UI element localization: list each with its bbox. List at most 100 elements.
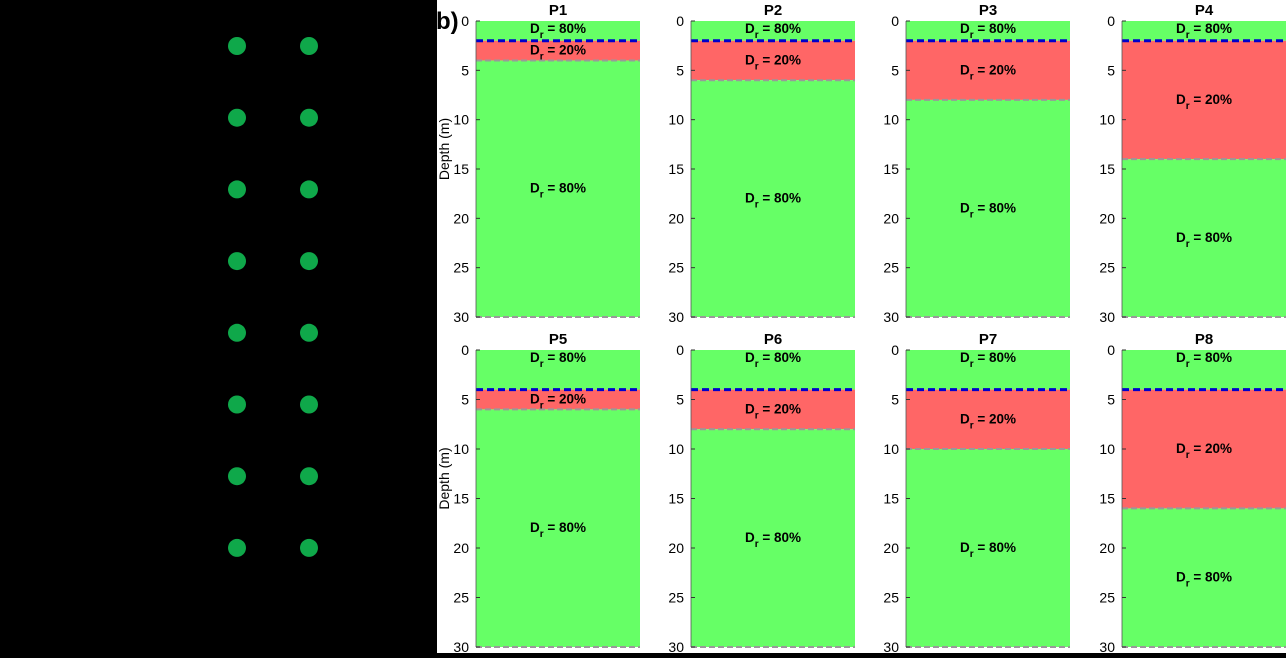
p8-title: P8 — [1195, 331, 1213, 348]
p1-ytick-25: 25 — [453, 260, 469, 276]
pile-marker-r6-c1 — [228, 395, 246, 414]
p1-ytick-30: 30 — [453, 309, 469, 325]
pile-marker-r1-c2 — [300, 37, 318, 55]
chart-p3: 0 5 10 15 20 25 30 P3 Dr = 80% Dr = 20% Dr = 80% — [883, 2, 1070, 325]
p8-layer-label-1: Dr = 80% — [1176, 350, 1232, 370]
p3-ytick-25: 25 — [883, 260, 899, 276]
p7-ytick-5: 5 — [891, 392, 899, 408]
chart-p5: 0 5 10 15 20 25 30 P5 Depth (m) Dr = 80% Dr = 20% D… — [436, 331, 640, 653]
p7-ytick-10: 10 — [883, 441, 899, 457]
p3-layer-label-2: Dr = 20% — [960, 62, 1016, 82]
p6-ytick-20: 20 — [668, 540, 684, 556]
p2-layer-2 — [691, 40, 855, 81]
p5-ylabel: Depth (m) — [436, 447, 452, 509]
p1-ytick-15: 15 — [453, 161, 469, 177]
p6-layer-label-3: Dr = 80% — [745, 530, 801, 550]
chart-p6: 0 5 10 15 20 25 30 P6 Dr = 80% Dr = 20% Dr = 80% — [668, 331, 855, 653]
p1-ylabel: Depth (m) — [436, 118, 452, 180]
p5-layer-label-2: Dr = 20% — [530, 392, 586, 412]
p4-layer-1 — [1122, 21, 1286, 41]
p3-layer-label-1: Dr = 80% — [960, 21, 1016, 41]
p8-ytick-15: 15 — [1099, 491, 1115, 507]
p3-layer-3 — [906, 99, 1070, 317]
p4-ytick-5: 5 — [1107, 62, 1115, 78]
p1-layer-2 — [476, 40, 640, 61]
pile-layout-panel — [0, 0, 437, 653]
p2-layer-label-3: Dr = 80% — [745, 191, 801, 211]
pile-marker-r4-c1 — [228, 252, 246, 271]
p3-ytick-30: 30 — [883, 309, 899, 325]
p1-layer-label-3: Dr = 80% — [530, 181, 586, 201]
p6-ytick-10: 10 — [668, 441, 684, 457]
p6-ytick-30: 30 — [668, 639, 684, 653]
p5-ytick-10: 10 — [453, 441, 469, 457]
p4-layer-2 — [1122, 40, 1286, 160]
p1-layer-3 — [476, 60, 640, 317]
p2-layer-label-2: Dr = 20% — [745, 52, 801, 72]
p5-layer-2 — [476, 389, 640, 410]
p3-layer-1 — [906, 21, 1070, 41]
pile-marker-r5-c2 — [300, 323, 318, 342]
p1-title: P1 — [549, 2, 567, 19]
p8-ytick-20: 20 — [1099, 540, 1115, 556]
p6-layer-label-2: Dr = 20% — [745, 401, 801, 421]
p8-ytick-30: 30 — [1099, 639, 1115, 653]
p2-ytick-20: 20 — [668, 210, 684, 226]
p6-ytick-25: 25 — [668, 590, 684, 606]
p7-ytick-0: 0 — [891, 342, 899, 358]
p4-ytick-20: 20 — [1099, 210, 1115, 226]
p1-layer-label-1: Dr = 80% — [530, 21, 586, 41]
pile-marker-r8-c1 — [228, 538, 246, 557]
p5-title: P5 — [549, 331, 567, 348]
p5-ytick-20: 20 — [453, 540, 469, 556]
p1-layer-label-2: Dr = 20% — [530, 43, 586, 63]
p7-layer-1 — [906, 350, 1070, 390]
p1-ytick-10: 10 — [453, 112, 469, 128]
p3-ytick-15: 15 — [883, 161, 899, 177]
p7-layer-label-2: Dr = 20% — [960, 411, 1016, 431]
p6-layer-label-1: Dr = 80% — [745, 350, 801, 370]
p6-ytick-0: 0 — [676, 342, 684, 358]
chart-p7: 0 5 10 15 20 25 30 P7 Dr = 80% Dr = 20% Dr = 80% — [883, 331, 1070, 653]
chart-p2: 0 5 10 15 20 25 30 P2 Dr = 80% Dr = 20% Dr = 80% — [668, 2, 855, 325]
pile-marker-r2-c1 — [228, 108, 246, 127]
p2-ytick-25: 25 — [668, 260, 684, 276]
p2-ytick-15: 15 — [668, 161, 684, 177]
p5-layer-label-3: Dr = 80% — [530, 520, 586, 540]
p1-layer-1 — [476, 21, 640, 41]
p5-layer-1 — [476, 350, 640, 390]
p6-title: P6 — [764, 331, 782, 348]
p2-layer-3 — [691, 80, 855, 317]
pile-markers — [228, 37, 318, 557]
p5-layer-label-1: Dr = 80% — [530, 350, 586, 370]
chart-p8: 0 5 10 15 20 25 30 P8 Dr = 80% Dr = 20% Dr = 80% — [1099, 331, 1286, 653]
p2-ytick-5: 5 — [676, 62, 684, 78]
p8-ytick-10: 10 — [1099, 441, 1115, 457]
p3-ytick-0: 0 — [891, 13, 899, 29]
p4-layer-label-1: Dr = 80% — [1176, 21, 1232, 41]
p3-title: P3 — [979, 2, 997, 19]
p3-layer-2 — [906, 40, 1070, 100]
p2-layer-label-1: Dr = 80% — [745, 21, 801, 41]
p1-ytick-0: 0 — [461, 13, 469, 29]
p3-ytick-20: 20 — [883, 210, 899, 226]
p7-ytick-20: 20 — [883, 540, 899, 556]
p7-layer-label-3: Dr = 80% — [960, 540, 1016, 560]
p1-ytick-5: 5 — [461, 62, 469, 78]
p6-layer-1 — [691, 350, 855, 390]
p7-ytick-30: 30 — [883, 639, 899, 653]
pile-marker-r5-c1 — [228, 323, 246, 342]
p2-title: P2 — [764, 2, 782, 19]
p5-ytick-25: 25 — [453, 590, 469, 606]
p8-layer-label-2: Dr = 20% — [1176, 441, 1232, 461]
p8-ytick-5: 5 — [1107, 392, 1115, 408]
p6-ytick-15: 15 — [668, 491, 684, 507]
p2-ytick-0: 0 — [676, 13, 684, 29]
p8-ytick-0: 0 — [1107, 342, 1115, 358]
p6-layer-3 — [691, 429, 855, 647]
panel-label: b) — [436, 8, 459, 35]
pile-marker-r1-c1 — [228, 37, 246, 55]
chart-p4: 0 5 10 15 20 25 30 P4 Dr = 80% Dr = 20% Dr = 80% — [1099, 2, 1286, 325]
